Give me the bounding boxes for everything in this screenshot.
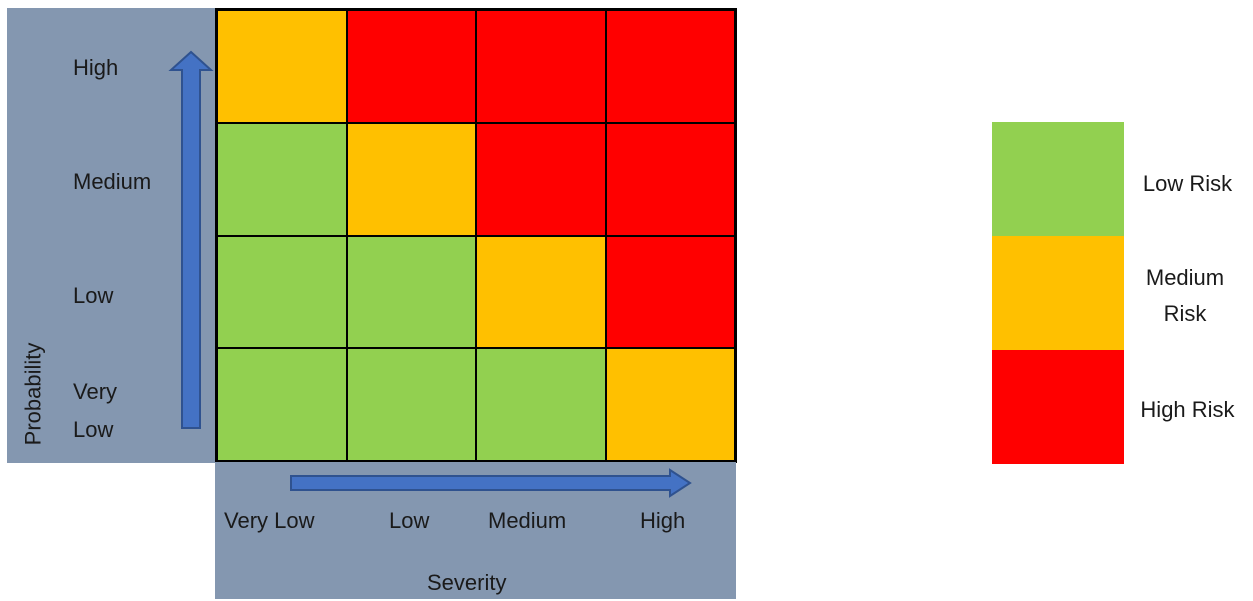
risk-cell-low [476, 348, 606, 461]
risk-cell-low [217, 122, 347, 236]
probability-axis-label: Probability [20, 342, 46, 446]
risk-cell-high [476, 10, 606, 123]
severity-arrow-icon [290, 468, 692, 498]
risk-cell-medium [346, 122, 476, 236]
probability-level-very-low: Very Low [73, 379, 118, 442]
risk-cell-medium [476, 235, 606, 349]
legend [992, 122, 1124, 464]
risk-cell-low [346, 348, 476, 461]
risk-cell-medium [217, 10, 347, 123]
risk-cell-high [605, 122, 735, 236]
risk-cell-high [605, 235, 735, 349]
severity-level-medium: Medium [488, 508, 567, 533]
legend-label-medium: Medium Risk [1145, 265, 1225, 326]
severity-axis-label: Severity [427, 570, 507, 595]
risk-cell-low [346, 235, 476, 349]
risk-cell-low [217, 235, 347, 349]
risk-matrix [215, 8, 737, 463]
risk-cell-high [605, 10, 735, 123]
probability-level-low: Low [73, 283, 114, 308]
risk-cell-low [217, 348, 347, 461]
probability-level-high: High [73, 55, 119, 80]
legend-swatch-high [992, 350, 1124, 464]
risk-cell-high [476, 122, 606, 236]
severity-level-high: High [640, 508, 686, 533]
legend-swatch-low [992, 122, 1124, 236]
legend-label-low: Low Risk [1142, 171, 1233, 196]
legend-label-high: High Risk [1140, 397, 1235, 422]
severity-level-low: Low [389, 508, 430, 533]
risk-cell-high [346, 10, 476, 123]
probability-arrow-icon [168, 50, 214, 429]
probability-level-medium: Medium [73, 169, 152, 194]
risk-cell-medium [605, 348, 735, 461]
legend-swatch-medium [992, 236, 1124, 350]
severity-level-very-low: Very Low [224, 508, 315, 533]
